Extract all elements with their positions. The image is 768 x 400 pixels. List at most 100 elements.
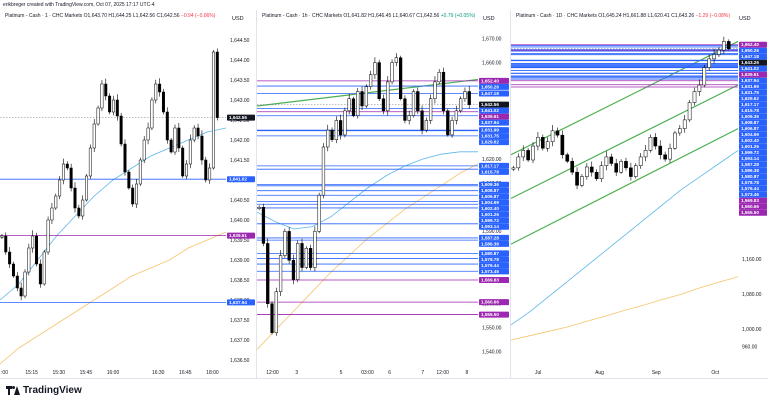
candle-body	[407, 115, 411, 121]
price-tag	[479, 133, 509, 140]
candle-body	[594, 171, 599, 179]
candle-body	[127, 171, 131, 189]
price-tag	[227, 176, 255, 183]
chart-credit: erikbreger created with TradingView.com,…	[3, 2, 155, 8]
x-tick-label: Jul	[535, 370, 541, 376]
candle-body	[463, 91, 467, 100]
price-tag-label: 1,641.02	[229, 177, 247, 182]
candle-body	[35, 235, 39, 265]
price-tag-label: 1,641.02	[481, 108, 499, 113]
panel-divider[interactable]	[256, 10, 257, 378]
price-tag-label: 1,647.18	[741, 54, 759, 59]
price-tag-label: 1,587.28	[741, 162, 759, 167]
moving-average-fast	[511, 150, 739, 326]
candle-body	[648, 137, 653, 151]
candle-body	[88, 147, 92, 177]
y-tick-label: 1,640.50	[230, 198, 250, 204]
candle-body	[420, 110, 424, 131]
candle-body	[131, 187, 135, 205]
candle-body	[300, 243, 304, 268]
candle-body	[73, 187, 77, 209]
candle-body	[459, 98, 463, 112]
price-tag-label: 1,609.36	[741, 114, 759, 119]
candle-body	[446, 110, 450, 136]
price-tag-label: 1,555.50	[481, 312, 499, 317]
candle-body	[146, 127, 150, 141]
y-tick-label: 1,643.50	[230, 78, 250, 84]
candle-body	[138, 159, 142, 185]
chart-panel-1h[interactable]: 1,670.001,660.001,650.001,640.001,630.00…	[257, 10, 510, 378]
candle-body	[390, 62, 394, 83]
candle-body	[81, 199, 85, 217]
candle-body	[565, 154, 570, 162]
tradingview-logo[interactable]: TradingView	[6, 385, 82, 396]
y-tick-label: 1,670.00	[482, 36, 502, 42]
candle-body	[536, 137, 540, 147]
price-tag-label: 1,599.72	[741, 150, 759, 155]
candle-body	[274, 291, 278, 333]
y-tick-label: 1,637.00	[230, 338, 250, 344]
candle-body	[304, 248, 308, 268]
candle-body	[377, 62, 381, 100]
candle-body	[204, 159, 208, 181]
candle-body	[604, 156, 609, 166]
panel-divider[interactable]	[510, 10, 511, 378]
candle-body	[697, 84, 702, 92]
candle-body	[296, 243, 300, 280]
price-tag	[739, 59, 767, 66]
candle-body	[663, 154, 667, 160]
price-tag	[479, 268, 509, 275]
price-tag-label: 1,642.56	[481, 102, 499, 107]
price-tag	[479, 113, 509, 120]
y-tick-label: 1,590.00	[482, 229, 502, 235]
panel-header: Platinum - Cash · 1h · CHC Markets O1,64…	[262, 13, 475, 19]
price-tag	[739, 65, 767, 72]
candle-body	[15, 275, 19, 289]
x-tick-label: 15:30	[53, 370, 66, 376]
price-tag	[739, 71, 767, 78]
candle-body	[200, 135, 204, 161]
candle-body	[185, 163, 189, 177]
price-tag-label: 1,555.50	[741, 210, 759, 215]
price-tag	[739, 203, 767, 210]
candle-body	[722, 41, 726, 51]
y-tick-label: 1,540.00	[482, 350, 502, 356]
x-tick-label: 8	[466, 370, 469, 376]
candle-body	[85, 175, 89, 201]
candle-body	[8, 251, 12, 265]
candle-body	[386, 81, 390, 112]
candle-body	[373, 62, 377, 75]
candle-body	[343, 110, 347, 136]
panel-change: −0.94 (−0.06%)	[180, 13, 216, 19]
candle-body	[317, 194, 321, 232]
candle-body	[0, 235, 4, 238]
chart-panel-1m[interactable]: 1,644.50 1,644.00 1,643.50 1,643.00 1,642.50…	[0, 10, 256, 378]
x-tick-label: 12:00	[266, 370, 279, 376]
price-tag	[739, 167, 767, 174]
candle-body	[531, 145, 535, 161]
price-tag-label: 1,602.40	[481, 206, 499, 211]
candle-body	[291, 260, 296, 280]
candle-body	[394, 57, 398, 63]
chart-panel-1d[interactable]: 1,652.40 1,560.66 1,160.00 1,080.00 1,000.00…	[511, 10, 768, 378]
price-tag-label: 1,631.99	[741, 84, 759, 89]
candle-body	[450, 120, 454, 136]
panel-header: Platinum - Cash · 1 · CHC Markets O1,643…	[5, 13, 215, 19]
price-tag-label: 1,639.61	[481, 114, 499, 119]
price-tag	[479, 205, 509, 212]
candle-body	[429, 98, 433, 121]
x-tick-label: 15:45	[80, 370, 93, 376]
price-tag	[479, 299, 509, 306]
price-tag-label: 1,615.78	[741, 108, 759, 113]
price-tag-label: 1,586.38	[741, 168, 759, 173]
candle-body	[516, 156, 521, 169]
price-tag	[739, 89, 767, 96]
price-tag-label: 1,647.18	[481, 91, 499, 96]
brand-name: TradingView	[23, 385, 82, 396]
price-tag-label: 1,608.87	[481, 188, 499, 193]
y-tick-label: 1,639.50	[230, 238, 250, 244]
candle-body	[550, 130, 555, 142]
candle-body	[196, 127, 200, 137]
candle-body	[266, 243, 270, 304]
candle-body	[65, 163, 69, 169]
